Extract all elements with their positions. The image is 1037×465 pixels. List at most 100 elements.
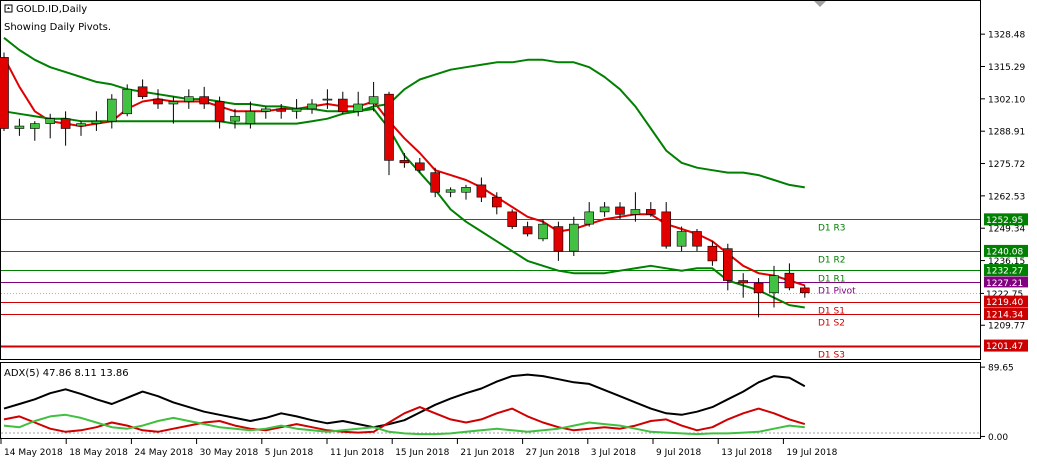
candle	[137, 79, 148, 100]
adx-series-line	[3, 406, 806, 434]
symbol-icon-arrow	[7, 7, 10, 9]
level-price-box	[984, 276, 1028, 289]
level-price-box-label: 1214.34	[986, 311, 1023, 321]
candle-body	[538, 223, 548, 240]
candle	[799, 285, 810, 298]
candle-body	[491, 196, 502, 208]
candle	[60, 111, 71, 146]
candle-body	[137, 86, 148, 97]
candle	[0, 52, 9, 131]
level-price-box	[984, 244, 1028, 257]
candle-body	[414, 162, 425, 171]
adx-indicator: ADX(5) 47.86 8.11 13.86 89.65 0.00	[3, 364, 1014, 443]
candle-body	[584, 211, 595, 225]
candle	[753, 278, 764, 318]
candle-body	[14, 125, 25, 129]
candle	[676, 226, 687, 252]
price-tick-label: 1288.91	[988, 128, 1025, 138]
level-price-box	[984, 295, 1028, 308]
shift-marker	[814, 1, 826, 7]
candle	[599, 202, 610, 217]
adx-title: ADX(5) 47.86 8.11 13.86	[4, 368, 129, 379]
candle-body	[553, 226, 564, 252]
candle	[399, 153, 410, 168]
date-tick-label: 14 May 2018	[4, 448, 63, 458]
date-tick-label: 18 May 2018	[69, 448, 128, 458]
candle-body	[476, 184, 487, 198]
candle	[168, 96, 179, 124]
candle-body	[199, 96, 209, 105]
candle	[522, 221, 533, 237]
candle-body	[260, 108, 271, 112]
candle-body	[168, 101, 179, 105]
date-tick-label: 3 Jul 2018	[591, 448, 636, 458]
price-tick-label: 1275.72	[988, 160, 1025, 170]
candle-body	[661, 211, 672, 247]
candle	[661, 202, 672, 249]
candle	[538, 219, 548, 242]
candle-body	[769, 275, 779, 294]
candle-body	[0, 57, 9, 129]
price-tick-label: 1236.15	[988, 257, 1025, 267]
candle-body	[630, 209, 641, 215]
candle	[738, 273, 749, 298]
candle-body	[337, 98, 348, 112]
candle-body	[29, 123, 40, 129]
overlay-series-line	[3, 37, 805, 189]
symbol-label: GOLD.ID,Daily	[16, 4, 87, 15]
price-tick-label: 1315.29	[988, 63, 1025, 73]
candle	[384, 91, 394, 176]
level-price-box	[984, 308, 1028, 321]
candle	[568, 216, 579, 257]
pivot-level-name: D1 S1	[818, 307, 845, 317]
candle-body	[153, 98, 163, 105]
overlay-series-line	[3, 56, 806, 287]
current-price-box-label: 1222.75	[986, 290, 1023, 300]
candle	[722, 243, 733, 291]
pivot-level-name: D1 S2	[818, 319, 845, 329]
candle-body	[322, 98, 333, 101]
main-panel-frame	[0, 0, 981, 360]
pivot-note: Showing Daily Pivots.	[4, 22, 111, 33]
pivot-level-name: D1 R1	[818, 275, 846, 285]
adx-tick-label: 89.65	[988, 364, 1014, 374]
candle	[14, 118, 25, 136]
price-tick-label: 1262.53	[988, 192, 1025, 202]
candle-body	[445, 189, 456, 193]
candle	[769, 265, 779, 308]
candle	[76, 121, 86, 136]
candle-body	[107, 98, 117, 122]
candle	[91, 111, 102, 131]
candle	[461, 184, 471, 200]
candle	[337, 91, 348, 114]
adx-series-line	[3, 413, 805, 436]
candle	[630, 192, 641, 222]
candle	[491, 192, 502, 215]
candle-body	[522, 226, 533, 235]
candle	[184, 89, 194, 109]
candle	[368, 81, 379, 112]
candle-body	[799, 287, 810, 294]
candle	[615, 202, 625, 220]
candle-body	[568, 223, 579, 252]
level-price-box-label: 1219.40	[986, 298, 1023, 308]
candle-body	[722, 248, 733, 281]
candle	[692, 229, 702, 252]
candle	[707, 241, 718, 266]
candle	[322, 89, 333, 109]
candle	[107, 94, 117, 129]
candle	[307, 99, 317, 114]
candle	[260, 106, 271, 119]
candle-body	[368, 96, 379, 105]
candle	[230, 108, 240, 129]
candle-body	[399, 160, 410, 164]
date-tick-label: 5 Jun 2018	[265, 448, 314, 458]
price-tick-label: 1209.77	[988, 322, 1025, 332]
candle	[245, 101, 256, 129]
candle-body	[91, 120, 102, 124]
date-tick-label: 19 Jul 2018	[786, 448, 837, 458]
candle	[291, 99, 302, 119]
candle-body	[60, 118, 71, 129]
date-tick-label: 9 Jul 2018	[656, 448, 701, 458]
